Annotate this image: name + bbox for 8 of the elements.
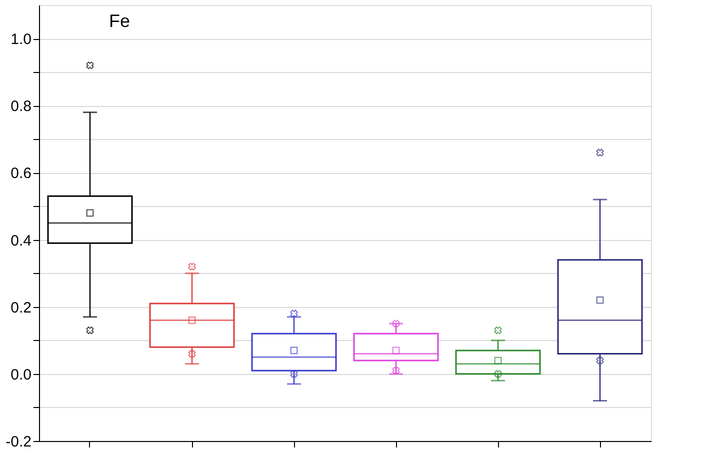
y-tick-label: -0.2 bbox=[6, 434, 32, 450]
y-tick-label: 0.2 bbox=[10, 299, 32, 316]
y-tick-label: 0.4 bbox=[10, 232, 32, 250]
y-tick-label: 0.6 bbox=[10, 165, 32, 182]
y-tick-label: 0.0 bbox=[10, 366, 32, 384]
chart-title: Fe bbox=[109, 11, 130, 31]
y-tick-label: 1.0 bbox=[10, 31, 32, 48]
y-tick-label: 0.8 bbox=[10, 98, 32, 116]
